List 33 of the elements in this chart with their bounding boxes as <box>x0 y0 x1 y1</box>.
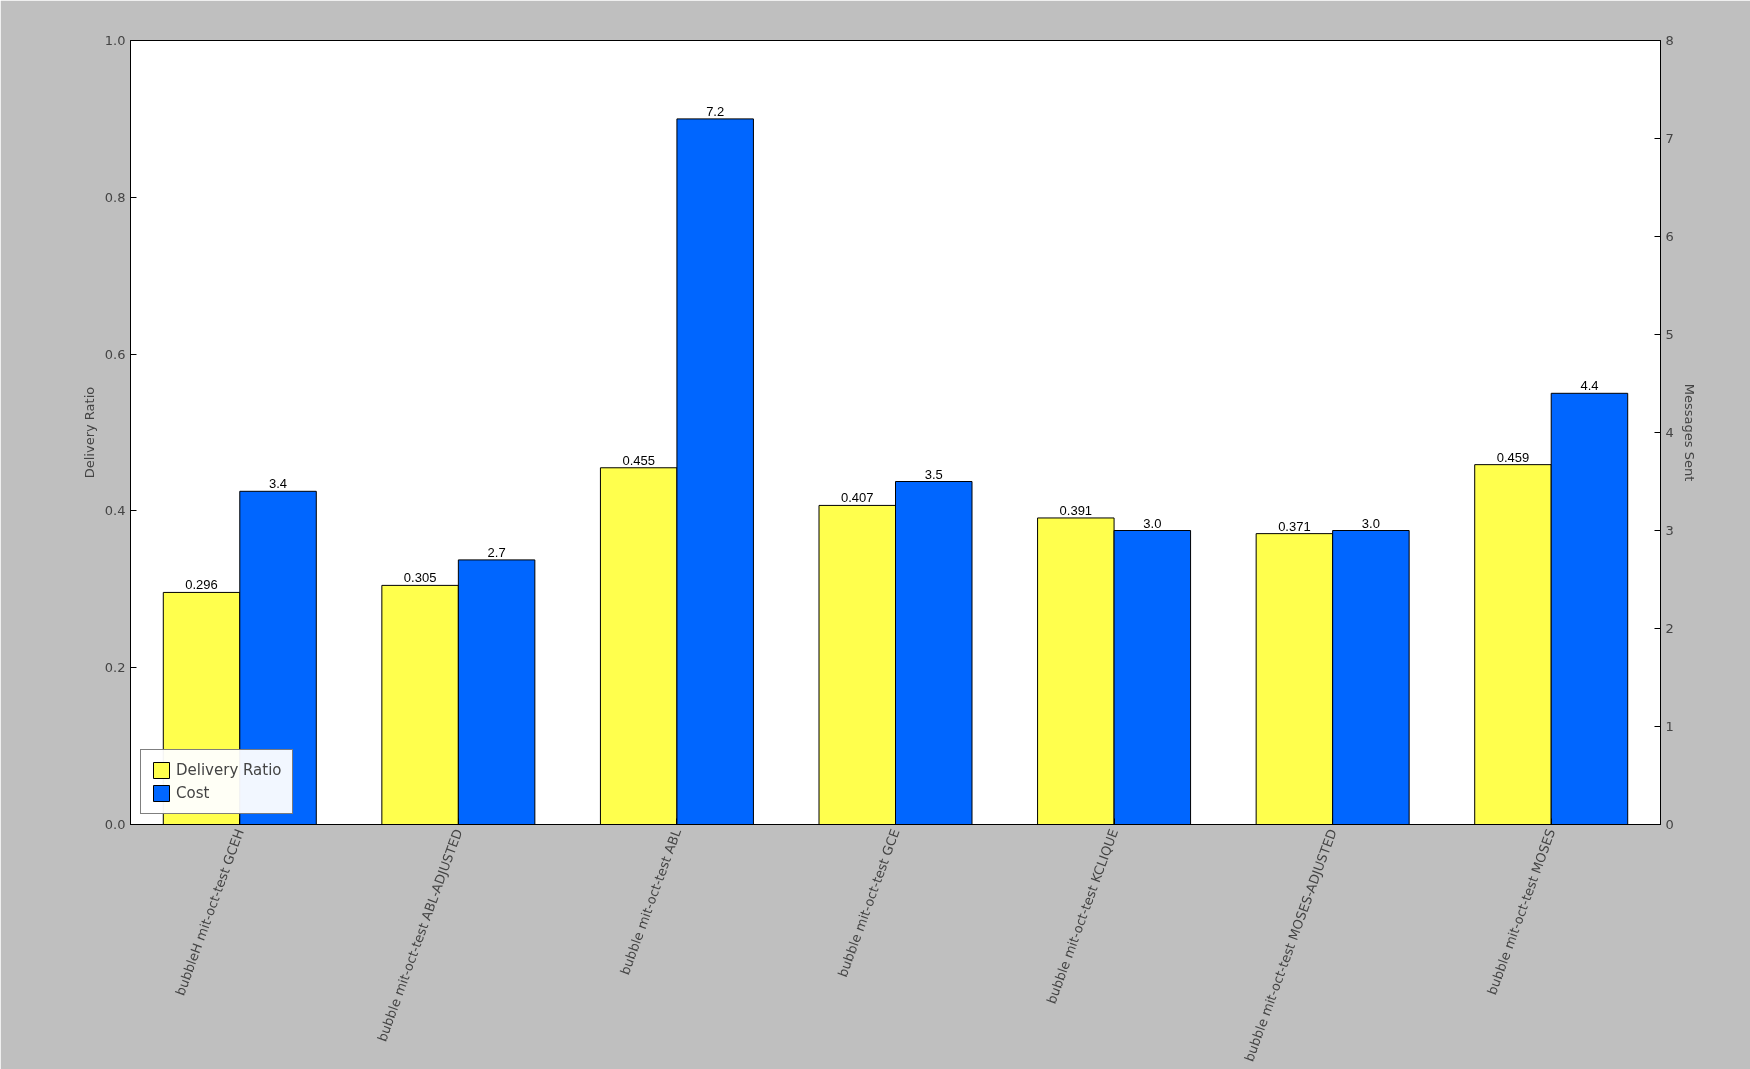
data-label: 2.7 <box>487 544 506 560</box>
data-label: 0.391 <box>1059 502 1093 518</box>
y2-tick-label: 3 <box>1665 523 1674 538</box>
y-tick-label: 0.8 <box>104 189 126 205</box>
y2-tick-label: 5 <box>1665 327 1674 342</box>
y2-tick-label: 4 <box>1665 425 1674 440</box>
data-label: 0.305 <box>403 570 437 586</box>
data-label: 0.455 <box>622 452 655 468</box>
legend-label: Cost <box>176 784 210 802</box>
y2-tick-label: 2 <box>1665 621 1674 636</box>
data-label: 0.371 <box>1278 518 1311 534</box>
data-label: 7.2 <box>706 103 725 119</box>
data-label: 4.4 <box>1580 378 1599 394</box>
y-tick-label: 0.0 <box>104 817 126 832</box>
y-tick-label: 0.6 <box>104 346 126 362</box>
data-label: 3.4 <box>269 476 288 492</box>
data-label: 3.5 <box>924 466 943 482</box>
data-label: 0.296 <box>185 577 218 593</box>
legend-label: Delivery Ratio <box>176 761 282 779</box>
y-tick-label: 0.2 <box>104 660 126 676</box>
y-axis-title: Delivery Ratio <box>81 386 97 479</box>
y-tick-label: 1.0 <box>104 33 126 48</box>
data-label: 0.459 <box>1496 449 1530 465</box>
y2-tick-label: 0 <box>1665 817 1674 832</box>
y2-tick-label: 6 <box>1665 229 1674 244</box>
data-label: 3.0 <box>1143 515 1162 531</box>
y2-tick-label: 8 <box>1665 33 1674 48</box>
y2-tick-label: 1 <box>1665 719 1674 734</box>
data-label: 3.0 <box>1361 515 1380 531</box>
y-tick-label: 0.4 <box>104 503 126 519</box>
y2-tick-label: 7 <box>1665 131 1674 146</box>
data-label: 0.407 <box>840 490 874 506</box>
y2-axis-title: Messages Sent <box>1681 383 1697 482</box>
